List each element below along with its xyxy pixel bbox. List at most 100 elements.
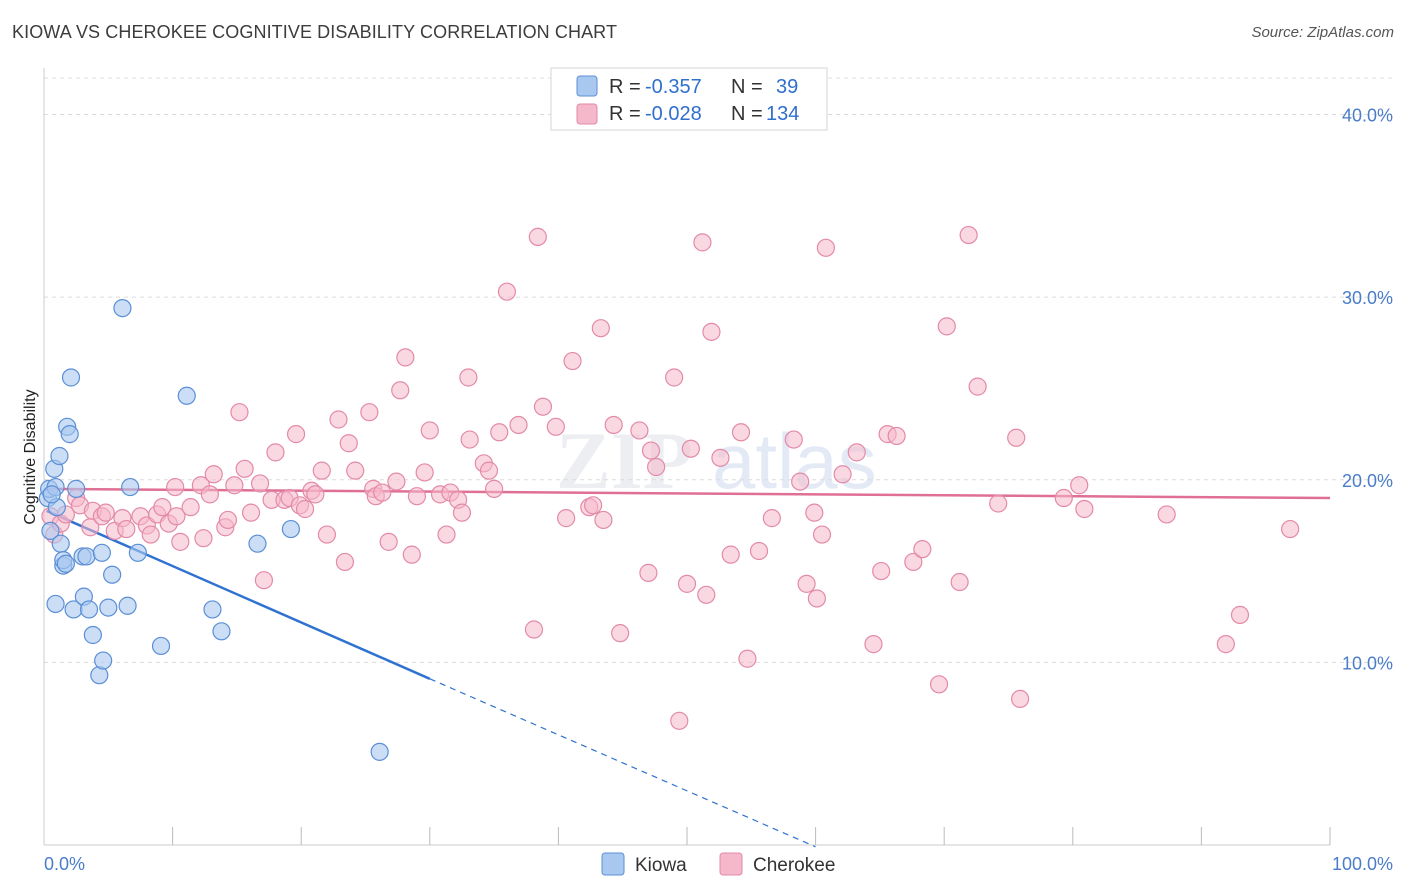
trend-lines (46, 487, 1331, 848)
cherokee-point (250, 474, 270, 493)
cherokee-point (490, 423, 509, 442)
x-tick-label-min: 0.0% (44, 854, 85, 874)
y-tick-label: 20.0% (1342, 471, 1393, 491)
cherokee-point (563, 351, 582, 371)
kiowa-r-value: -0.357 (645, 76, 702, 98)
cherokee-series-label: Cherokee (753, 855, 835, 876)
cherokee-point (141, 525, 160, 544)
kiowa-point (103, 565, 122, 584)
cherokee-legend-swatch (576, 103, 598, 125)
cherokee-point (452, 503, 472, 522)
cherokee-point (584, 496, 603, 515)
kiowa-trend-extension (429, 678, 816, 848)
kiowa-point (177, 386, 196, 405)
cherokee-point (1157, 505, 1176, 524)
cherokee-point (731, 423, 751, 442)
cherokee-point (479, 461, 499, 480)
kiowa-points (38, 299, 389, 761)
cherokee-points (41, 225, 1300, 730)
kiowa-point (151, 636, 171, 656)
cherokee-point (459, 368, 478, 387)
y-tick-label: 30.0% (1342, 288, 1393, 308)
kiowa-point (79, 600, 99, 619)
kiowa-point (212, 622, 231, 641)
cherokee-point (295, 499, 315, 519)
cherokee-point (460, 430, 479, 449)
kiowa-point (203, 600, 222, 619)
cherokee-n-label: N = (731, 103, 763, 125)
y-tick-label: 10.0% (1342, 653, 1393, 673)
cherokee-point (485, 479, 504, 498)
cherokee-point (497, 282, 517, 301)
cherokee-point (181, 498, 200, 517)
cherokee-point (702, 322, 721, 341)
y-tick-label: 40.0% (1342, 106, 1393, 126)
cherokee-point (816, 238, 835, 257)
cherokee-point (937, 317, 956, 336)
cherokee-point (200, 485, 219, 504)
cherokee-point (254, 571, 274, 590)
kiowa-point (128, 543, 147, 562)
y-axis-label: Cognitive Disability (22, 389, 39, 524)
kiowa-point (42, 485, 61, 504)
cherokee-point (738, 649, 757, 668)
cherokee-point (230, 403, 249, 422)
cherokee-point (407, 487, 427, 506)
cherokee-point (805, 503, 824, 522)
cherokee-point (153, 498, 172, 517)
cherokee-point (266, 443, 285, 462)
cherokee-point (872, 561, 891, 581)
cherokee-point (797, 574, 816, 593)
cherokee-point (235, 459, 254, 478)
cherokee-point (218, 510, 237, 530)
cherokee-point (670, 711, 689, 730)
stats-legend: R = -0.357 N = 39 R = -0.028 N = 134 (550, 67, 828, 131)
cherokee-point (847, 443, 866, 462)
cherokee-point (639, 563, 658, 582)
cherokee-point (989, 494, 1008, 513)
cherokee-point (557, 509, 576, 528)
cherokee-point (524, 620, 544, 639)
cherokee-point (346, 461, 365, 480)
cherokee-point (1070, 476, 1089, 495)
axes (43, 68, 1331, 846)
kiowa-n-value: 39 (776, 76, 798, 98)
cherokee-point (807, 589, 826, 608)
cherokee-point (241, 503, 261, 522)
cherokee-r-label: R = (609, 103, 641, 125)
cherokee-point (693, 233, 712, 252)
kiowa-point (50, 446, 69, 466)
kiowa-point (41, 521, 60, 540)
cherokee-r-value: -0.028 (645, 103, 702, 125)
source-label: Source: ZipAtlas.com (1251, 24, 1394, 41)
kiowa-r-label: R = (609, 76, 641, 98)
kiowa-series-label: Kiowa (635, 855, 687, 876)
kiowa-n-label: N = (731, 76, 763, 98)
cherokee-point (968, 377, 987, 396)
cherokee-point (339, 434, 358, 453)
cherokee-point (833, 465, 852, 484)
cherokee-point (396, 348, 415, 367)
watermark-zip: ZIP (556, 415, 693, 506)
kiowa-point (99, 598, 118, 617)
cherokee-point (784, 430, 803, 449)
gridlines: 10.0% 20.0% 30.0% 40.0% (44, 77, 1394, 673)
kiowa-series-swatch (601, 852, 625, 876)
kiowa-point (77, 547, 96, 566)
cherokee-point (360, 403, 379, 422)
cherokee-point (711, 448, 730, 467)
cherokee-point (167, 507, 186, 526)
cherokee-point (791, 472, 810, 491)
cherokee-point (904, 552, 923, 572)
cherokee-point (166, 477, 185, 497)
cherokee-point (402, 545, 421, 564)
cherokee-point (812, 525, 832, 544)
kiowa-point (61, 368, 81, 387)
cherokee-point (641, 441, 661, 460)
cherokee-point (594, 510, 613, 530)
x-tick-label-max: 100.0% (1332, 854, 1393, 874)
cherokee-point (697, 585, 716, 604)
cherokee-point (864, 635, 883, 654)
kiowa-point (60, 425, 79, 444)
